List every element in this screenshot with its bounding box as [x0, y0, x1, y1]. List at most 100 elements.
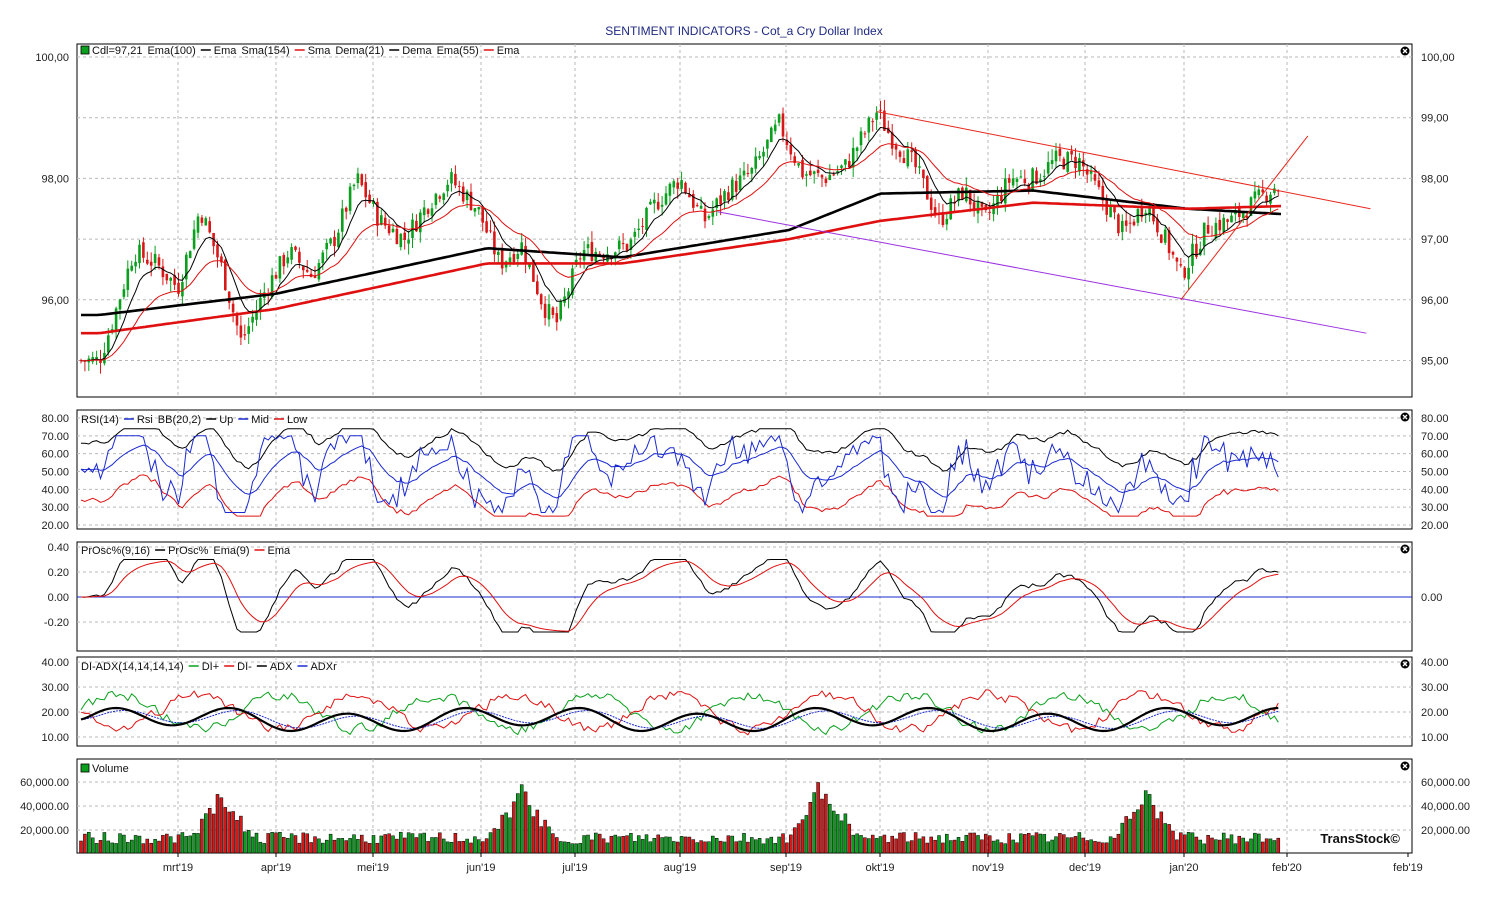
- candle-body: [1144, 212, 1147, 215]
- volume-bar: [1058, 833, 1062, 854]
- candle-body: [910, 150, 913, 153]
- candle-body: [1082, 160, 1085, 167]
- rsi-bb-low: [80, 474, 1279, 517]
- volume-bar: [1132, 811, 1136, 854]
- volume-bar: [968, 832, 972, 854]
- candle-body: [680, 180, 683, 189]
- candle-body: [282, 255, 286, 267]
- volume-bar: [406, 832, 411, 854]
- legend-item: DI-ADX(14,14,14,14): [81, 661, 184, 673]
- candle-body: [481, 206, 484, 223]
- volume-bar: [1260, 841, 1265, 854]
- y-tick-right-rsi: 20.00: [1421, 520, 1449, 532]
- volume-bar: [204, 813, 208, 854]
- candle-body: [863, 133, 867, 135]
- volume-bar: [149, 842, 153, 854]
- legend-item: Ema(100): [147, 45, 195, 57]
- volume-bar: [703, 841, 707, 854]
- candle-body: [380, 215, 383, 225]
- volume-bar: [995, 839, 1000, 854]
- volume-bar: [360, 834, 364, 854]
- candle-body: [563, 296, 566, 303]
- volume-bar: [738, 840, 742, 854]
- candle-body: [1261, 189, 1264, 193]
- y-tick-right-adx: 10.00: [1421, 732, 1449, 744]
- candle-body: [512, 253, 516, 263]
- candle-body: [929, 197, 933, 210]
- candle-body: [926, 176, 929, 200]
- volume-bar: [344, 840, 348, 854]
- candle-body: [1241, 212, 1245, 219]
- candle-body: [169, 277, 172, 281]
- candle-body: [559, 301, 562, 320]
- volume-bar: [539, 826, 543, 854]
- volume-bar: [921, 836, 926, 854]
- legend-item: Up: [219, 414, 233, 426]
- candle-body: [442, 193, 445, 200]
- candle-body: [344, 207, 348, 212]
- volume-bar: [441, 838, 446, 854]
- volume-bar: [636, 835, 641, 854]
- candle-body: [1078, 158, 1081, 172]
- candle-body: [325, 242, 328, 250]
- volume-bar: [812, 792, 816, 854]
- volume-bar: [1245, 841, 1249, 854]
- volume-bar: [496, 828, 501, 854]
- volume-bar: [371, 835, 376, 854]
- volume-bar: [1065, 837, 1070, 854]
- y-tick-left-rsi: 50.00: [41, 467, 69, 479]
- volume-bar: [1077, 832, 1082, 854]
- volume-bar: [375, 842, 380, 854]
- volume-bar: [847, 823, 852, 854]
- candle-body: [645, 207, 648, 230]
- candle-body: [231, 303, 235, 313]
- volume-bar: [1159, 811, 1164, 854]
- volume-bar: [792, 827, 797, 854]
- candle-body: [797, 163, 800, 166]
- volume-bar: [613, 834, 618, 854]
- candle-body: [972, 202, 976, 211]
- volume-bar: [640, 839, 645, 854]
- candle-body: [1066, 152, 1069, 172]
- volume-bar: [324, 839, 329, 854]
- candle-body: [79, 360, 83, 362]
- trendline: [876, 111, 1371, 210]
- candle-body: [820, 175, 824, 178]
- volume-bar: [1062, 834, 1066, 854]
- volume-bar: [804, 815, 809, 854]
- candle-body: [1023, 178, 1027, 184]
- y-tick-left-rsi: 30.00: [41, 502, 69, 514]
- volume-bar: [1104, 842, 1109, 854]
- candle-body: [602, 256, 605, 259]
- legend-item: Dema(21): [335, 45, 384, 57]
- volume-bar: [890, 835, 894, 854]
- candle-body: [508, 257, 512, 265]
- y-tick-right-rsi: 30.00: [1421, 502, 1449, 514]
- candle-body: [1253, 191, 1257, 199]
- volume-bar: [859, 835, 863, 854]
- candle-body: [809, 170, 812, 176]
- x-tick-label: jul'19: [561, 862, 587, 874]
- volume-bar: [1081, 837, 1086, 854]
- volume-bar: [126, 842, 130, 854]
- candle-body: [590, 242, 594, 261]
- candle-body: [762, 151, 765, 157]
- candle-body: [1132, 221, 1136, 226]
- candle-body: [255, 310, 258, 320]
- candle-body: [1140, 208, 1144, 218]
- candle-body: [500, 249, 504, 269]
- trendline: [717, 211, 1367, 334]
- candle-body: [251, 316, 254, 323]
- volume-bar: [477, 839, 481, 854]
- candle-body: [419, 212, 422, 233]
- volume-bar: [707, 841, 711, 854]
- x-tick-label: nov'19: [972, 862, 1004, 874]
- close-icon-x: [1402, 48, 1408, 54]
- candle-body: [539, 294, 543, 305]
- volume-bar: [1120, 822, 1125, 854]
- volume-bar: [1163, 823, 1167, 854]
- volume-bar: [851, 834, 855, 854]
- volume-bar: [243, 831, 247, 854]
- candle-body: [890, 132, 894, 149]
- volume-bar: [601, 838, 606, 854]
